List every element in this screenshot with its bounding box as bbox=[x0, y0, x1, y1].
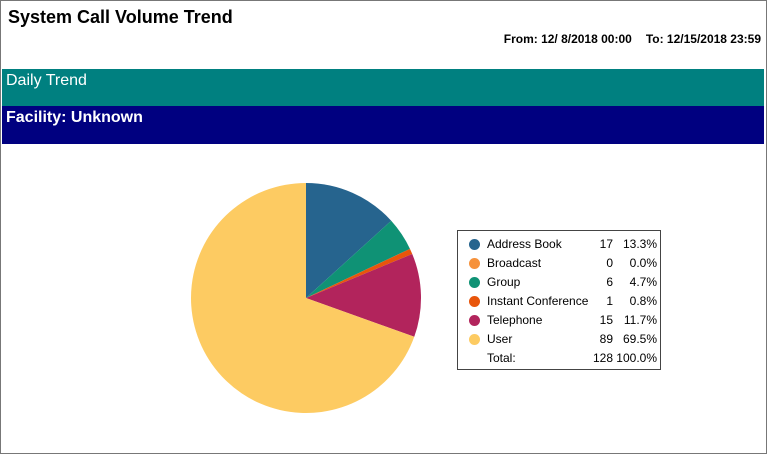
pie-slice-user bbox=[190, 183, 415, 413]
legend-percent-broadcast: 0.0% bbox=[629, 256, 657, 270]
legend-total-count: 128 bbox=[592, 351, 613, 365]
legend-item-user: User 89 69.5% bbox=[458, 329, 660, 348]
legend-label-user: User bbox=[487, 332, 513, 346]
legend-count-user: 89 bbox=[599, 332, 613, 346]
facility-label: Facility: Unknown bbox=[6, 109, 143, 126]
legend-percent-instant-conference: 0.8% bbox=[629, 294, 657, 308]
legend-count-address-book: 17 bbox=[599, 237, 613, 251]
pie-slice-address-book bbox=[306, 183, 392, 298]
legend-total-label: Total: bbox=[487, 351, 516, 365]
legend-label-group: Group bbox=[487, 275, 521, 289]
report-title: System Call Volume Trend bbox=[8, 7, 233, 27]
to-date: To: 12/15/2018 23:59 bbox=[645, 32, 761, 46]
legend-swatch-instant-conference bbox=[469, 296, 480, 307]
pie-slice-instant-conference bbox=[306, 248, 413, 298]
legend-swatch-address-book bbox=[469, 239, 480, 250]
daily-trend-label: Daily Trend bbox=[6, 72, 87, 89]
legend-label-broadcast: Broadcast bbox=[487, 256, 542, 270]
legend-label-address-book: Address Book bbox=[487, 237, 562, 251]
legend-swatch-group bbox=[469, 277, 480, 288]
legend-item-telephone: Telephone 15 11.7% bbox=[458, 310, 660, 329]
legend-count-telephone: 15 bbox=[599, 313, 613, 327]
legend-label-telephone: Telephone bbox=[487, 313, 543, 327]
legend-percent-telephone: 11.7% bbox=[623, 313, 657, 327]
facility-band: Facility: Unknown bbox=[2, 106, 764, 144]
chart-legend: Address Book 17 13.3% Broadcast 0 0.0% Group 6 4… bbox=[457, 230, 661, 370]
legend-swatch-user bbox=[469, 334, 480, 345]
legend-item-broadcast: Broadcast 0 0.0% bbox=[458, 253, 660, 272]
legend-percent-address-book: 13.3% bbox=[622, 237, 657, 251]
legend-count-group: 6 bbox=[606, 275, 613, 289]
legend-count-instant-conference: 1 bbox=[606, 294, 613, 308]
legend-total-row: Total: 128 100.0% bbox=[458, 348, 660, 367]
date-range: From: 12/ 8/2018 00:00 To: 12/15/2018 23:… bbox=[504, 32, 761, 46]
legend-item-instant-conference: Instant Conference 1 0.8% bbox=[458, 291, 660, 310]
legend-item-group: Group 6 4.7% bbox=[458, 272, 660, 291]
legend-swatch-broadcast bbox=[469, 258, 480, 269]
from-date: From: 12/ 8/2018 00:00 bbox=[503, 32, 632, 46]
legend-item-address-book: Address Book 17 13.3% bbox=[458, 234, 660, 253]
daily-trend-band: Daily Trend bbox=[2, 69, 764, 106]
legend-percent-user: 69.5% bbox=[622, 332, 657, 346]
legend-count-broadcast: 0 bbox=[606, 256, 613, 270]
pie-slice-telephone bbox=[306, 253, 421, 337]
legend-percent-group: 4.7% bbox=[629, 275, 657, 289]
legend-total-percent: 100.0% bbox=[616, 351, 657, 365]
legend-swatch-telephone bbox=[469, 315, 480, 326]
pie-slice-group bbox=[306, 220, 410, 298]
legend-label-instant-conference: Instant Conference bbox=[487, 294, 589, 308]
